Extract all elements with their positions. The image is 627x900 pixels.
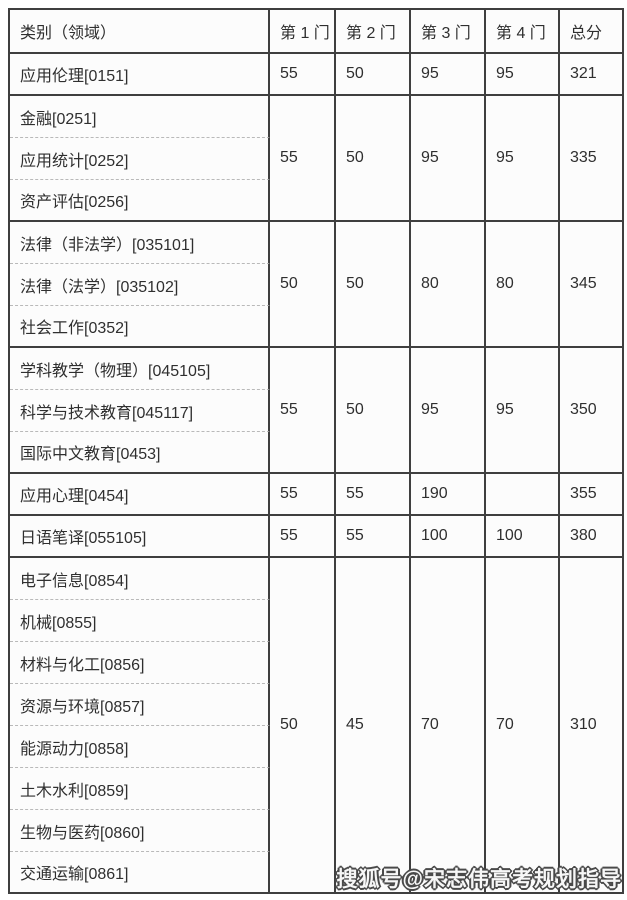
- header-cell-category: 类别（领域）: [10, 10, 270, 54]
- category-cell: 交通运输[0861]: [10, 852, 270, 894]
- category-cell: 金融[0251]: [10, 96, 270, 138]
- score-cell: 50: [336, 222, 411, 348]
- table-row: 机械[0855]: [10, 600, 624, 642]
- table-row: 金融[0251] 55 50 95 95 335: [10, 96, 624, 222]
- score-cell: 55: [336, 516, 411, 558]
- total-cell: 321: [560, 54, 624, 96]
- category-cell: 社会工作[0352]: [10, 306, 270, 348]
- score-cell: 95: [486, 54, 560, 96]
- table-row: 应用心理[0454] 55 55 190 355: [10, 474, 624, 516]
- table-row: 交通运输[0861]: [10, 852, 624, 894]
- category-cell: 资源与环境[0857]: [10, 684, 270, 726]
- table-row: 法律（法学）[035102]: [10, 264, 624, 306]
- score-cell: 70: [411, 558, 486, 894]
- category-cell: 科学与技术教育[045117]: [10, 390, 270, 432]
- score-cell: 50: [270, 222, 336, 348]
- score-cell: 45: [336, 558, 411, 894]
- category-cell: 国际中文教育[0453]: [10, 432, 270, 474]
- table-row: 电子信息[0854] 50 45 70 70 310: [10, 558, 624, 894]
- score-cell: 95: [486, 348, 560, 474]
- table-row: 学科教学（物理）[045105] 55 50 95 95 350: [10, 348, 624, 474]
- score-cell: 100: [486, 516, 560, 558]
- total-cell: 310: [560, 558, 624, 894]
- score-cell: 100: [411, 516, 486, 558]
- table-row: 科学与技术教育[045117]: [10, 390, 624, 432]
- table-row: 应用伦理[0151] 55 50 95 95 321: [10, 54, 624, 96]
- category-cell: 资产评估[0256]: [10, 180, 270, 222]
- score-cell: 80: [411, 222, 486, 348]
- total-cell: 350: [560, 348, 624, 474]
- score-cell: 55: [270, 96, 336, 222]
- header-cell-exam1: 第 1 门: [270, 10, 336, 54]
- score-cell: 190: [411, 474, 486, 516]
- score-cell: 50: [336, 96, 411, 222]
- category-cell: 日语笔译[055105]: [10, 516, 270, 558]
- total-cell: 345: [560, 222, 624, 348]
- total-cell: 355: [560, 474, 624, 516]
- score-cell: 55: [270, 348, 336, 474]
- header-cell-total: 总分: [560, 10, 624, 54]
- category-cell: 应用伦理[0151]: [10, 54, 270, 96]
- category-cell: 电子信息[0854]: [10, 558, 270, 600]
- score-cell: 80: [486, 222, 560, 348]
- header-cell-exam2: 第 2 门: [336, 10, 411, 54]
- score-cell: 95: [411, 96, 486, 222]
- score-table: 类别（领域） 第 1 门 第 2 门 第 3 门 第 4 门 总分 应用伦理[0…: [8, 8, 624, 894]
- table-row: 日语笔译[055105] 55 55 100 100 380: [10, 516, 624, 558]
- total-cell: 380: [560, 516, 624, 558]
- category-cell: 法律（法学）[035102]: [10, 264, 270, 306]
- header-row: 类别（领域） 第 1 门 第 2 门 第 3 门 第 4 门 总分: [10, 10, 624, 54]
- score-cell: 95: [486, 96, 560, 222]
- score-cell: 70: [486, 558, 560, 894]
- category-cell: 应用心理[0454]: [10, 474, 270, 516]
- table-row: 资源与环境[0857]: [10, 684, 624, 726]
- table-row: 土木水利[0859]: [10, 768, 624, 810]
- table-row: 资产评估[0256]: [10, 180, 624, 222]
- score-cell: 50: [336, 54, 411, 96]
- score-cell: 50: [336, 348, 411, 474]
- table-row: 应用统计[0252]: [10, 138, 624, 180]
- category-cell: 应用统计[0252]: [10, 138, 270, 180]
- table-row: 生物与医药[0860]: [10, 810, 624, 852]
- table-row: 法律（非法学）[035101] 50 50 80 80 345: [10, 222, 624, 348]
- score-cell: 95: [411, 348, 486, 474]
- header-cell-exam4: 第 4 门: [486, 10, 560, 54]
- table-row: 国际中文教育[0453]: [10, 432, 624, 474]
- watermark: 搜狐号@宋志伟高考规划指导: [336, 868, 622, 891]
- table-row: 材料与化工[0856]: [10, 642, 624, 684]
- category-cell: 学科教学（物理）[045105]: [10, 348, 270, 390]
- score-cell-empty: [486, 474, 560, 516]
- score-cell: 55: [336, 474, 411, 516]
- table-row: 能源动力[0858]: [10, 726, 624, 768]
- score-cell: 55: [270, 474, 336, 516]
- table-row: 社会工作[0352]: [10, 306, 624, 348]
- category-cell: 生物与医药[0860]: [10, 810, 270, 852]
- score-cell: 55: [270, 54, 336, 96]
- total-cell: 335: [560, 96, 624, 222]
- category-cell: 机械[0855]: [10, 600, 270, 642]
- score-cell: 50: [270, 558, 336, 894]
- score-cell: 95: [411, 54, 486, 96]
- category-cell: 能源动力[0858]: [10, 726, 270, 768]
- score-cell: 55: [270, 516, 336, 558]
- category-cell: 材料与化工[0856]: [10, 642, 270, 684]
- category-cell: 土木水利[0859]: [10, 768, 270, 810]
- category-cell: 法律（非法学）[035101]: [10, 222, 270, 264]
- header-cell-exam3: 第 3 门: [411, 10, 486, 54]
